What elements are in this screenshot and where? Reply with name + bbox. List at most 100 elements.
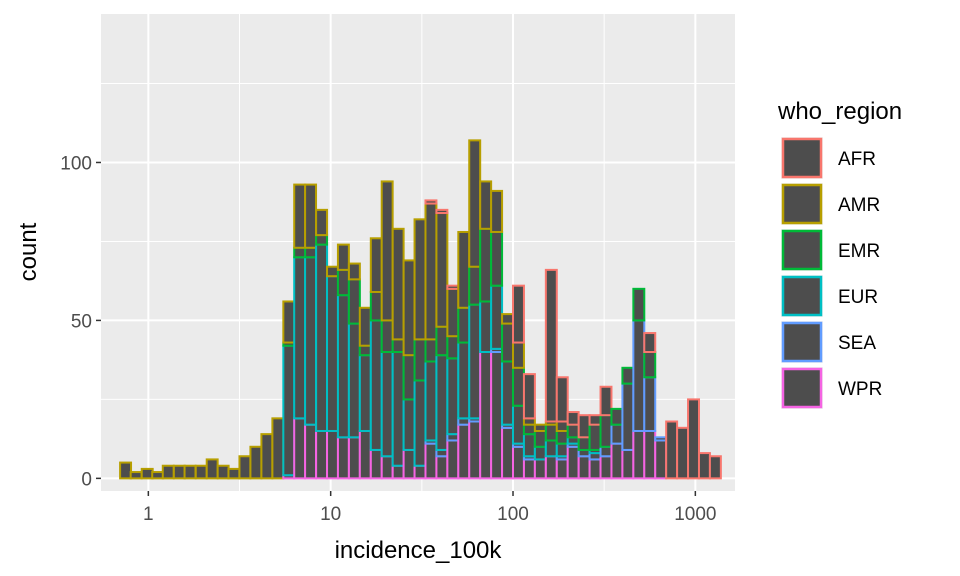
- histogram-bar-eur: [413, 379, 427, 467]
- legend-label-emr: EMR: [838, 241, 880, 262]
- histogram-bar-wpr: [457, 423, 471, 480]
- histogram-bar-wpr: [479, 351, 493, 480]
- histogram-bar-eur: [380, 351, 394, 458]
- legend-label-eur: EUR: [838, 287, 878, 308]
- y-tick-label: 50: [71, 311, 92, 332]
- histogram-bar-wpr: [413, 464, 427, 480]
- histogram-bar-emr: [479, 227, 493, 303]
- histogram-bar-eur: [293, 256, 307, 420]
- histogram-bar-eur: [304, 256, 318, 426]
- histogram-bar-amr: [227, 467, 241, 480]
- histogram-bar-amr: [216, 464, 230, 480]
- y-tick-label: 0: [81, 469, 92, 490]
- histogram-bar-afr: [577, 414, 591, 439]
- histogram-bar-eur: [479, 300, 493, 353]
- histogram-bar-amr: [435, 212, 449, 328]
- histogram-bar-eur: [522, 433, 536, 458]
- histogram-bar-eur: [533, 445, 547, 461]
- histogram-bar-wpr: [315, 429, 329, 480]
- histogram-bar-amr: [140, 467, 154, 480]
- histogram-bar-wpr: [293, 417, 307, 480]
- histogram-bar-amr: [282, 300, 296, 344]
- histogram-bar-emr: [490, 230, 504, 287]
- histogram-bar-wpr: [304, 423, 318, 480]
- histogram-bar-emr: [632, 287, 646, 322]
- histogram-bar-wpr: [402, 448, 416, 480]
- histogram-bar-emr: [588, 423, 602, 451]
- histogram-bar-eur: [326, 275, 339, 432]
- histogram-bar-eur: [336, 294, 350, 439]
- histogram-bar-amr: [424, 202, 438, 341]
- histogram-bars: [119, 139, 722, 480]
- histogram-bar-amr: [380, 180, 394, 322]
- histogram-bar-amr: [315, 208, 329, 237]
- histogram-bar-amr: [358, 306, 372, 347]
- histogram-bar-sea: [632, 319, 646, 432]
- histogram-bar-emr: [391, 338, 405, 354]
- histogram-bar-wpr: [446, 439, 460, 480]
- histogram-bar-eur: [457, 341, 471, 420]
- histogram-bar-eur: [512, 404, 525, 445]
- histogram-bar-wpr: [358, 429, 372, 480]
- histogram-bar-emr: [293, 246, 307, 259]
- histogram-bar-afr: [599, 385, 613, 417]
- histogram-bar-amr: [238, 455, 252, 480]
- histogram-bar-wpr: [621, 448, 635, 480]
- histogram-bar-emr: [544, 423, 558, 442]
- legend-title: who_region: [777, 98, 902, 125]
- histogram-bar-eur: [391, 351, 405, 467]
- histogram-bar-afr: [687, 398, 700, 480]
- histogram-bar-eur: [555, 442, 569, 458]
- histogram-bar-amr: [260, 433, 274, 480]
- histogram-bar-amr: [326, 265, 339, 278]
- histogram-bar-afr: [544, 268, 558, 423]
- histogram-bar-afr: [708, 455, 722, 480]
- histogram-bar-eur: [468, 303, 482, 420]
- histogram-bar-amr: [533, 423, 547, 432]
- legend-swatch-eur: [781, 275, 823, 317]
- histogram-bar-afr: [676, 426, 690, 480]
- histogram-bar-emr: [413, 338, 427, 382]
- x-tick-label: 10: [320, 504, 341, 525]
- histogram-bar-wpr: [380, 455, 394, 480]
- histogram-bar-emr: [501, 322, 515, 363]
- histogram-bar-amr: [271, 417, 285, 480]
- histogram-bar-wpr: [533, 458, 547, 480]
- histogram-bar-wpr: [424, 442, 438, 480]
- histogram-bar-afr: [512, 284, 525, 344]
- histogram-bar-sea: [599, 445, 613, 458]
- histogram-bar-emr: [577, 436, 591, 451]
- histogram-bar-amr: [205, 458, 219, 480]
- histogram-bar-afr: [643, 332, 657, 353]
- histogram-bar-amr: [501, 313, 515, 325]
- histogram-bar-amr: [172, 464, 186, 480]
- histogram-bar-amr: [457, 230, 471, 309]
- histogram-bar-emr: [512, 366, 525, 407]
- legend-swatch-sea: [781, 321, 823, 363]
- histogram-bar-emr: [621, 366, 635, 385]
- histogram-bar-eur: [347, 322, 361, 439]
- histogram-bar-wpr: [501, 426, 515, 480]
- histogram-bar-emr: [347, 278, 361, 325]
- histogram-bar-eur: [424, 360, 438, 442]
- histogram-bar-amr: [293, 183, 307, 249]
- histogram-bar-wpr: [555, 458, 569, 480]
- legend-swatch-amr: [781, 183, 823, 225]
- histogram-bar-wpr: [468, 420, 482, 480]
- histogram-bar-wpr: [566, 445, 580, 480]
- histogram-bar-wpr: [654, 439, 668, 480]
- histogram-bar-amr: [161, 464, 175, 480]
- legend-label-afr: AFR: [838, 149, 876, 170]
- histogram-bar-emr: [424, 338, 438, 363]
- histogram-bar-amr: [304, 183, 318, 249]
- histogram-bar-eur: [490, 284, 504, 350]
- histogram-bar-emr: [304, 246, 318, 259]
- histogram-bar-sea: [610, 423, 624, 445]
- histogram-bar-amr: [512, 341, 525, 369]
- histogram-bar-afr: [665, 420, 679, 480]
- histogram-bar-sea: [643, 376, 657, 432]
- histogram-bar-wpr: [643, 429, 657, 480]
- y-axis: 0 50 100: [60, 153, 101, 490]
- legend: who_region AFR AMR EMR EUR SEA WPR: [777, 98, 902, 409]
- histogram-bar-wpr: [369, 448, 383, 480]
